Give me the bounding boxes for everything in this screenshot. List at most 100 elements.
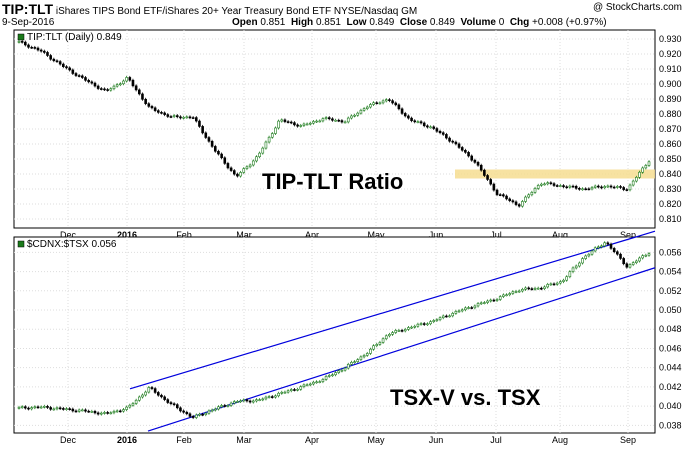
candle-body — [106, 89, 109, 91]
candle-body — [467, 307, 470, 309]
candle-body — [644, 165, 648, 169]
candle-body — [587, 253, 591, 257]
candle-body — [527, 287, 530, 290]
candle-body — [381, 338, 385, 343]
candle-body — [429, 126, 432, 129]
candle-body — [232, 170, 236, 175]
legend-label: TIP:TLT (Daily) 0.849 — [27, 32, 122, 43]
open-label: Open — [232, 17, 258, 28]
candle-body — [172, 403, 176, 406]
candle-body — [280, 391, 284, 394]
candle-body — [407, 115, 410, 119]
candle-body — [600, 245, 603, 248]
candle-body — [486, 175, 489, 180]
candle-body — [340, 120, 344, 123]
candle-body — [356, 359, 360, 362]
candle-body — [321, 118, 325, 122]
candle-body — [403, 329, 407, 332]
candle-body — [280, 119, 284, 122]
candle-body — [473, 159, 477, 163]
candle-body — [638, 171, 641, 178]
candle-body — [255, 156, 258, 162]
candle-body — [242, 168, 246, 173]
candle-body — [625, 189, 629, 191]
chg-value: +0.008 (+0.97%) — [532, 17, 607, 28]
candle-body — [305, 123, 309, 126]
candle-body — [413, 120, 417, 123]
candle-body — [331, 374, 334, 377]
y-tick-label: 0.900 — [659, 79, 682, 89]
candle-body — [609, 185, 613, 188]
candle-body — [274, 395, 277, 398]
candle-body — [217, 406, 220, 410]
candle-body — [410, 117, 413, 122]
x-tick-label: Mar — [236, 435, 252, 445]
candle-body — [182, 410, 185, 413]
candle-body — [134, 85, 138, 91]
plot-area — [13, 236, 656, 434]
y-tick-label: 0.850 — [659, 154, 682, 164]
low-label: Low — [346, 17, 367, 28]
candle-body — [156, 110, 160, 113]
candle-body — [267, 396, 271, 398]
candle-body — [109, 88, 113, 91]
candle-body — [296, 388, 299, 391]
candle-body — [603, 186, 606, 189]
chart-date: 9-Sep-2016 — [2, 17, 55, 28]
candle-body — [502, 294, 505, 297]
candle-body — [647, 161, 651, 166]
candle-body — [175, 404, 179, 409]
candle-body — [87, 410, 90, 413]
candle-body — [147, 103, 151, 107]
candle-body — [46, 406, 49, 408]
candle-body — [448, 137, 451, 142]
candle-body — [635, 177, 638, 182]
candle-body — [90, 411, 94, 413]
candle-body — [524, 287, 527, 290]
y-tick-label: 0.810 — [659, 214, 682, 224]
candle-body — [467, 152, 470, 157]
candle-body — [400, 330, 404, 332]
candle-body — [302, 123, 306, 126]
candle-body — [210, 140, 214, 147]
candle-body — [65, 408, 68, 410]
chart-annotation: TIP-TLT Ratio — [262, 169, 403, 194]
candle-body — [574, 265, 578, 269]
x-tick-label: Jun — [429, 230, 444, 240]
candle-body — [612, 186, 616, 189]
candle-body — [87, 80, 90, 83]
candle-body — [315, 120, 318, 123]
candle-body — [141, 93, 144, 100]
candle-body — [185, 116, 189, 119]
x-tick-label: Apr — [305, 435, 319, 445]
candle-body — [334, 119, 337, 122]
candle-body — [416, 323, 420, 327]
candle-body — [372, 102, 375, 105]
candle-body — [251, 400, 255, 403]
candle-body — [248, 400, 252, 403]
y-tick-label: 0.870 — [659, 124, 682, 134]
candle-body — [581, 188, 584, 191]
candle-body — [283, 119, 287, 122]
candle-body — [359, 109, 363, 114]
candle-body — [217, 150, 220, 155]
candle-body — [201, 413, 204, 416]
candle-body — [413, 325, 417, 328]
candle-body — [39, 406, 43, 409]
candle-body — [486, 300, 489, 303]
candle-body — [103, 412, 106, 414]
candle-body — [220, 153, 223, 159]
candle-body — [179, 116, 182, 119]
candle-body — [445, 315, 448, 318]
x-tick-label: May — [367, 230, 385, 240]
candle-body — [245, 399, 249, 402]
candle-body — [600, 186, 603, 189]
candle-body — [422, 122, 426, 127]
candle-body — [546, 284, 549, 288]
candle-body — [394, 330, 398, 333]
candle-body — [321, 379, 325, 382]
candle-body — [388, 99, 391, 101]
y-tick-label: 0.050 — [659, 305, 682, 315]
x-tick-label: Aug — [552, 230, 568, 240]
ohlc-readout: Open 0.851 High 0.851 Low 0.849 Close 0.… — [232, 17, 607, 28]
